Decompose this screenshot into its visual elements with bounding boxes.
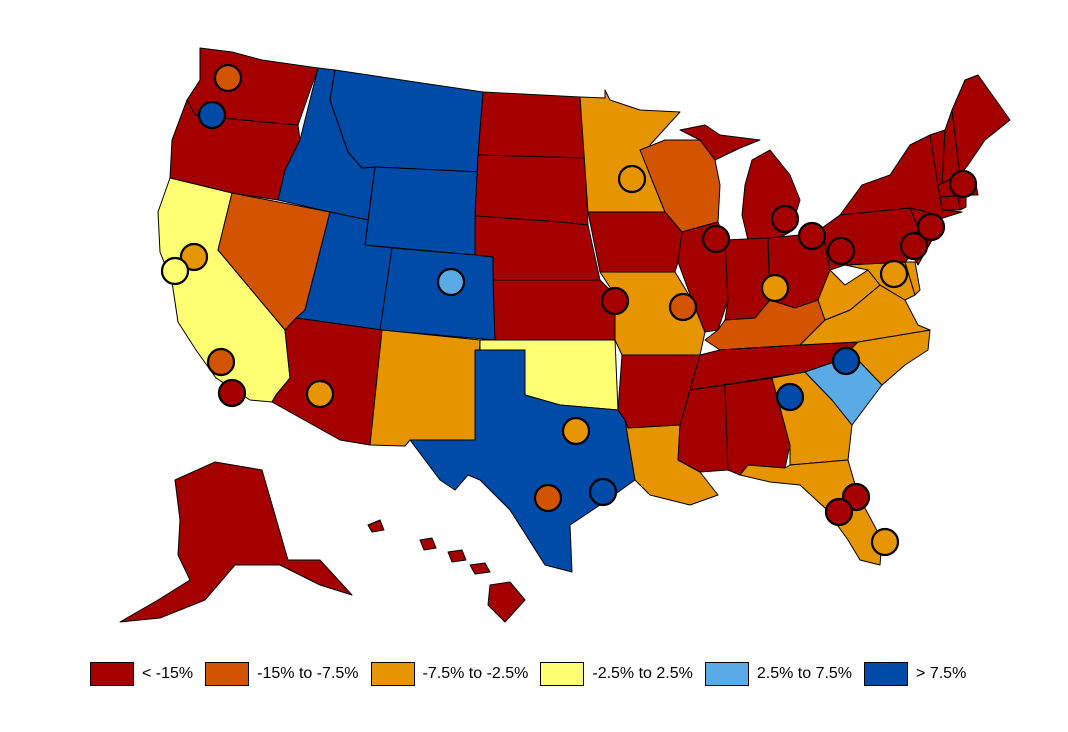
city-marker-detroit (770, 204, 800, 234)
city-marker-portland (197, 100, 227, 130)
city-marker-boston (948, 169, 978, 199)
legend-item-7-5-to-2-5: -7.5% to -2.5% (370, 662, 529, 686)
state-DE (904, 261, 921, 296)
state-TX (409, 349, 636, 573)
legend-swatch (205, 662, 250, 686)
city-marker-denver (436, 267, 466, 297)
city-marker-los-angeles (206, 347, 236, 377)
state-HI (367, 519, 526, 623)
state-SD (474, 154, 589, 226)
state-WI (639, 139, 721, 233)
city-marker-dallas (561, 416, 591, 446)
state-AK (119, 461, 353, 623)
city-marker-seattle (213, 63, 243, 93)
state-FL (739, 459, 883, 566)
city-marker-kansas-city (600, 286, 630, 316)
city-marker-minneapolis (617, 164, 647, 194)
legend-item-15-to-7-5: -15% to -7.5% (205, 662, 359, 686)
legend-label: -2.5% to 2.5% (592, 665, 693, 682)
city-marker-pittsburgh (826, 236, 856, 266)
state-IA (587, 211, 683, 273)
state-RI (957, 195, 967, 211)
city-marker-sacramento (179, 242, 209, 272)
state-ME (951, 74, 1011, 176)
city-marker-cleveland (797, 221, 827, 251)
legend-label: 2.5% to 7.5% (756, 665, 853, 682)
legend-swatch (90, 662, 134, 686)
city-marker-san-francisco (160, 256, 190, 286)
state-ND (477, 91, 586, 159)
city-marker-cincinnati (760, 273, 790, 303)
city-marker-phoenix (305, 379, 335, 409)
legend-label: < -15% (142, 665, 194, 682)
city-marker-st-louis (668, 292, 698, 322)
city-marker-charlotte (831, 346, 861, 376)
legend-item-2-5-to-2-5: -2.5% to 2.5% (540, 662, 693, 686)
city-marker-miami (870, 527, 900, 557)
city-marker-tampa (824, 497, 854, 527)
city-marker-new-york (916, 212, 946, 242)
legend-item-gt-7-5: > 7.5% (864, 662, 966, 686)
state-NE (474, 215, 601, 281)
city-marker-san-antonio (533, 483, 563, 513)
legend-label: > 7.5% (916, 665, 967, 682)
us-choropleth-map (119, 47, 1011, 623)
legend-swatch (704, 662, 749, 686)
map-legend: < -15% -15% to -7.5% -7.5% to -2.5% -2.5… (90, 660, 978, 688)
city-marker-washington (879, 259, 909, 289)
legend-item-lt-15: < -15% (90, 662, 193, 686)
city-marker-atlanta (775, 382, 805, 412)
legend-swatch (540, 662, 585, 686)
state-AZ (271, 317, 383, 446)
state-MI (679, 124, 801, 241)
city-marker-houston (588, 477, 618, 507)
city-marker-philadelphia (899, 231, 929, 261)
legend-label: -15% to -7.5% (257, 665, 359, 682)
city-marker-san-diego (217, 378, 247, 408)
city-markers (160, 63, 978, 557)
state-CO (379, 247, 496, 341)
legend-swatch (864, 662, 909, 686)
legend-item-2-5-to-7-5: 2.5% to 7.5% (704, 662, 853, 686)
legend-label: -7.5% to -2.5% (422, 665, 529, 682)
legend-swatch (370, 662, 415, 686)
state-KS (492, 279, 616, 341)
state-NM (369, 329, 481, 447)
city-marker-chicago (701, 224, 731, 254)
state-WY (364, 166, 481, 256)
state-CT (939, 195, 961, 211)
state-MT (329, 69, 484, 173)
